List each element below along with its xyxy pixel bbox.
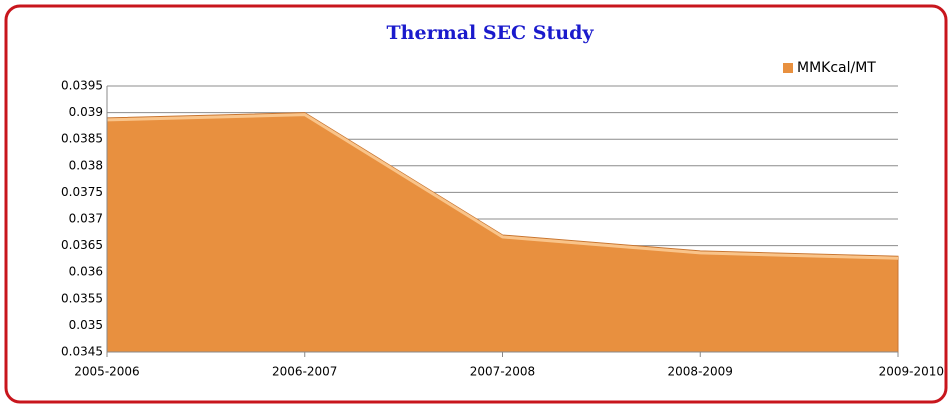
legend-label: MMKcal/MT [797,60,876,76]
y-tick-label: 0.036 [69,265,103,279]
y-tick-label: 0.039 [69,105,103,119]
x-tick-label: 2009-2010 [879,365,944,379]
y-tick-label: 0.038 [69,158,103,172]
y-tick-label: 0.0365 [61,238,103,252]
area [106,112,899,353]
legend-swatch [783,63,793,73]
x-tick-label: 2008-2009 [668,365,733,379]
chart-title: Thermal SEC Study [387,22,595,44]
area-edge [106,113,899,260]
y-tick-label: 0.0375 [61,185,103,199]
y-tick-label: 0.0385 [61,132,103,146]
y-tick-label: 0.0355 [61,291,103,305]
y-tick-label: 0.035 [69,318,103,332]
y-tick-label: 0.0345 [61,345,103,359]
x-tick-label: 2005-2006 [74,365,139,379]
y-tick-label: 0.0395 [61,79,103,93]
x-tick-label: 2006-2007 [272,365,337,379]
x-tick-label: 2007-2008 [470,365,535,379]
plot: 0.0345 0.035 0.0355 0.036 0.0365 0.037 0.0375 0… [61,60,944,379]
y-tick-label: 0.037 [69,212,103,226]
